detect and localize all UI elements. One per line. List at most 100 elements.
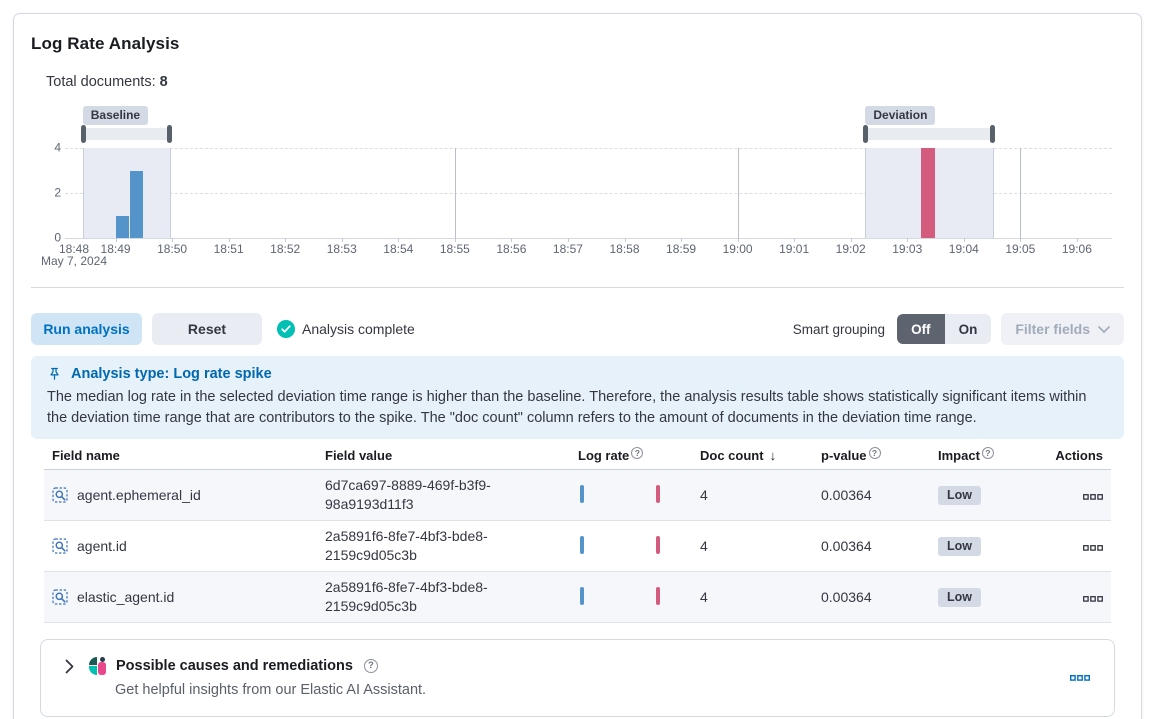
x-axis-label: 18:49 [100, 242, 131, 256]
deviation-brush-right-handle[interactable] [990, 125, 996, 143]
deviation-badge[interactable]: Deviation [865, 106, 936, 125]
baseline-tick [580, 535, 584, 554]
baseline-brush-right-handle[interactable] [166, 125, 172, 143]
impact-badge: Low [938, 485, 981, 505]
y-gridline [65, 148, 1112, 149]
question-circle-icon [981, 447, 994, 459]
row-actions-icon[interactable] [1083, 596, 1103, 602]
total-documents-value: 8 [159, 74, 168, 90]
field-value-text: 2a5891f6-8fe7-4bf3-bde8-2159c9d05c3b [325, 528, 488, 563]
baseline-window-edge [169, 148, 171, 238]
x-axis-tick [1020, 238, 1022, 242]
histogram-bar-baseline [129, 170, 143, 238]
baseline-tick [580, 484, 584, 503]
filter-for-value-icon[interactable] [52, 538, 68, 554]
x-axis-tick [567, 238, 569, 242]
x-axis-label: 18:53 [326, 242, 357, 256]
possible-causes-subtitle: Get helpful insights from our Elastic AI… [115, 682, 427, 698]
x-axis-tick [624, 238, 626, 242]
chevron-right-icon[interactable] [65, 659, 74, 674]
deviation-window-edge [993, 148, 995, 238]
log-rate-analysis-panel: Log Rate Analysis Total documents: 8 Bas… [13, 13, 1142, 719]
y-axis-label: 2 [54, 185, 61, 200]
elastic-ai-assistant-icon [89, 657, 107, 675]
column-header-log-rate[interactable]: Log rate [570, 445, 692, 470]
x-axis-tick [172, 238, 174, 242]
column-header-doc-count[interactable]: Doc count [692, 445, 813, 470]
question-circle-icon [868, 447, 881, 459]
x-axis-label: 19:03 [892, 242, 923, 256]
log-rate-sparkline [578, 535, 668, 554]
column-header-field-name[interactable]: Field name [44, 445, 317, 470]
p-value-value: 0.00364 [813, 469, 930, 521]
x-axis-label: 18:55 [439, 242, 470, 256]
reset-button[interactable]: Reset [152, 313, 262, 345]
toolbar: Run analysis Reset Analysis complete Sma… [31, 313, 1124, 345]
filter-fields-label: Filter fields [1015, 321, 1090, 337]
deviation-tick [656, 586, 660, 605]
x-axis-tick [963, 238, 965, 242]
document-count-chart[interactable]: Baseline Deviation 0 2 4 18:48 18:49 18:50 18:… [31, 103, 1124, 268]
filter-for-value-icon[interactable] [52, 589, 68, 605]
deviation-window-edge [865, 148, 867, 238]
y-axis-label: 0 [54, 230, 61, 245]
field-name-value: agent.ephemeral_id [77, 487, 201, 503]
callout-title: Analysis type: Log rate spike [71, 366, 272, 382]
baseline-badge[interactable]: Baseline [82, 106, 149, 125]
baseline-brush-left-handle[interactable] [80, 125, 86, 143]
x-axis-tick [1076, 238, 1078, 242]
possible-causes-panel: Possible causes and remediations Get hel… [40, 639, 1115, 717]
total-documents: Total documents: 8 [46, 74, 1124, 90]
x-axis-label: 19:04 [948, 242, 979, 256]
analysis-type-callout: Analysis type: Log rate spike The median… [31, 356, 1124, 439]
deviation-brush[interactable] [865, 128, 994, 140]
filter-for-value-icon[interactable] [52, 487, 68, 503]
x-axis-date-label: May 7, 2024 [40, 254, 108, 268]
table-row: agent.id 2a5891f6-8fe7-4bf3-bde8-2159c9d… [44, 520, 1111, 572]
x-axis-label: 18:56 [496, 242, 527, 256]
deviation-brush-left-handle[interactable] [863, 125, 869, 143]
x-axis-tick [511, 238, 513, 242]
possible-causes-header[interactable]: Possible causes and remediations [65, 657, 426, 675]
x-axis-label: 19:00 [722, 242, 753, 256]
x-axis-label: 19:05 [1005, 242, 1036, 256]
impact-badge: Low [938, 587, 981, 607]
panel-actions-icon[interactable] [1070, 675, 1090, 681]
baseline-brush[interactable] [82, 128, 170, 140]
column-header-impact[interactable]: Impact [930, 445, 1035, 470]
x-axis-label: 18:51 [213, 242, 244, 256]
smart-grouping-label: Smart grouping [792, 321, 886, 337]
possible-causes-title: Possible causes and remediations [116, 658, 353, 674]
table-row: elastic_agent.id 2a5891f6-8fe7-4bf3-bde8… [44, 571, 1111, 623]
smart-grouping-on-button[interactable]: On [944, 314, 992, 344]
page-title: Log Rate Analysis [31, 34, 180, 53]
filter-fields-button[interactable]: Filter fields [1001, 313, 1124, 345]
smart-grouping-off-button[interactable]: Off [897, 314, 945, 344]
row-actions-icon[interactable] [1083, 545, 1103, 551]
doc-count-value: 4 [692, 469, 813, 521]
log-rate-sparkline [578, 484, 668, 503]
x-axis-tick [398, 238, 400, 242]
x-axis-label: 18:52 [270, 242, 301, 256]
column-header-actions: Actions [1035, 445, 1111, 470]
analysis-status-label: Analysis complete [302, 321, 415, 337]
field-value-text: 6d7ca697-8889-469f-b3f9-98a9193d11f3 [325, 477, 491, 512]
x-axis-label: 18:57 [552, 242, 583, 256]
log-rate-sparkline [578, 586, 668, 605]
analysis-status: Analysis complete [277, 320, 415, 338]
x-axis-label: 18:54 [383, 242, 414, 256]
question-circle-icon[interactable] [363, 659, 378, 673]
column-header-p-value[interactable]: p-value [813, 445, 930, 470]
x-axis-tick [285, 238, 287, 242]
sort-descending-icon [764, 448, 777, 463]
run-analysis-button[interactable]: Run analysis [31, 313, 142, 345]
column-header-field-value[interactable]: Field value [317, 445, 570, 470]
p-value-value: 0.00364 [813, 520, 930, 572]
doc-count-value: 4 [692, 520, 813, 572]
field-name-value: elastic_agent.id [77, 589, 175, 605]
row-actions-icon[interactable] [1083, 494, 1103, 500]
x-axis-label: 18:50 [157, 242, 188, 256]
deviation-tick [656, 484, 660, 503]
x-axis-label: 18:59 [666, 242, 697, 256]
x-axis-tick [794, 238, 796, 242]
